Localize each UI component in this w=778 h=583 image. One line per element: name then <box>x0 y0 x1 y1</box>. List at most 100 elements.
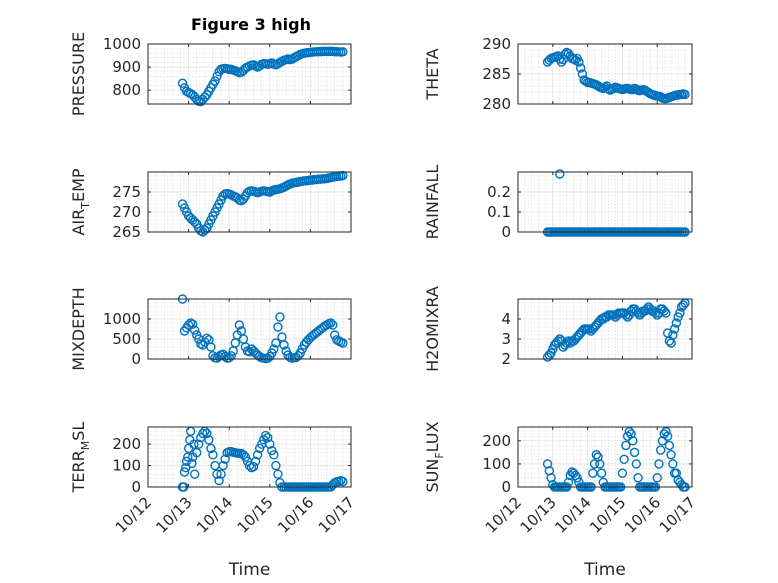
data-point <box>629 447 640 458</box>
y-axis-label: THETA <box>423 48 442 100</box>
data-point <box>244 347 255 357</box>
subplot-air-temp: 265 270 275 AIRTEMP <box>69 168 352 241</box>
data-point <box>265 439 275 449</box>
data-point <box>617 468 628 478</box>
data-point <box>194 439 204 449</box>
axes-frame <box>147 298 352 360</box>
subplot-rainfall: 0 0.1 0.2 RAINFALL <box>423 165 693 241</box>
y-tick-label: 900 <box>112 58 141 76</box>
data-point <box>179 467 190 477</box>
data-series <box>177 426 348 492</box>
subplot-pressure: 800 900 1000 PRESSURE <box>69 32 352 116</box>
x-tick-label: 10/16 <box>274 493 317 536</box>
data-point <box>183 320 194 330</box>
data-point <box>633 473 643 483</box>
data-point <box>189 439 199 449</box>
x-axis-label: Time <box>583 560 626 580</box>
data-point <box>668 330 678 340</box>
y-tick-label: 265 <box>112 223 141 241</box>
data-point <box>238 450 249 460</box>
data-point <box>248 461 259 472</box>
data-point <box>250 456 261 466</box>
data-point <box>556 57 567 67</box>
data-point <box>661 426 671 437</box>
x-axis-label: Time <box>228 560 271 580</box>
data-point <box>206 443 216 454</box>
data-point <box>181 463 191 473</box>
data-point <box>655 445 666 455</box>
data-point <box>196 339 206 349</box>
data-point <box>326 318 336 328</box>
data-point <box>177 78 188 88</box>
data-point <box>662 431 673 441</box>
data-series <box>177 46 348 107</box>
y-tick-label: 0.1 <box>487 203 511 221</box>
y-axis-label: RAINFALL <box>423 165 442 240</box>
data-point <box>669 324 680 334</box>
data-point <box>575 63 586 73</box>
y-axis-label: MIXDEPTH <box>69 287 88 370</box>
data-point <box>628 84 638 95</box>
x-tick-label: 10/12 <box>112 493 155 536</box>
data-point <box>212 71 222 82</box>
data-point <box>210 76 220 86</box>
data-point <box>214 475 224 486</box>
data-point <box>652 473 662 483</box>
data-series <box>542 298 690 362</box>
data-point <box>185 318 196 328</box>
data-point <box>263 433 273 443</box>
data-point <box>252 450 263 460</box>
y-tick-label: 280 <box>482 95 511 113</box>
y-tick-label: 200 <box>112 435 141 453</box>
x-tick-label: 10/17 <box>656 493 699 536</box>
data-point <box>680 89 690 100</box>
y-tick-label: 275 <box>112 183 141 201</box>
data-point <box>563 477 574 488</box>
subplot-mixdepth: 0 500 1000 MIXDEPTH <box>69 287 352 371</box>
data-point <box>555 169 565 179</box>
y-tick-label: 100 <box>112 457 141 475</box>
data-point <box>192 448 202 458</box>
data-point <box>187 458 197 469</box>
data-point <box>220 454 230 464</box>
data-point <box>675 308 685 318</box>
data-point <box>202 428 212 439</box>
data-point <box>279 340 289 350</box>
x-tick-label: 10/17 <box>315 493 358 536</box>
y-tick-label: 0.2 <box>487 183 511 201</box>
data-point <box>657 436 668 446</box>
data-point <box>666 449 676 460</box>
data-point <box>659 306 669 316</box>
data-point <box>664 440 675 451</box>
data-point <box>189 325 200 335</box>
data-point <box>220 351 230 362</box>
data-point <box>671 468 682 478</box>
axes-frame <box>517 298 693 360</box>
y-tick-label: 500 <box>112 330 141 348</box>
data-point <box>275 312 285 322</box>
data-point <box>269 450 279 460</box>
data-point <box>187 319 198 329</box>
y-tick-label: 270 <box>112 203 141 221</box>
data-point <box>577 69 588 79</box>
x-tick-label: 10/14 <box>551 493 594 536</box>
plot-area <box>517 298 693 360</box>
axes-frame <box>517 171 693 233</box>
data-point <box>621 440 631 451</box>
y-tick-label: 100 <box>482 455 511 473</box>
data-series <box>177 170 348 237</box>
x-tick-label: 10/16 <box>621 493 664 536</box>
x-tick-label: 10/15 <box>234 493 277 536</box>
data-point <box>572 473 582 483</box>
data-point <box>244 460 255 471</box>
y-axis-label: AIRTEMP <box>69 168 92 235</box>
data-point <box>546 473 556 483</box>
data-point <box>261 430 271 441</box>
x-tick-label: 10/13 <box>152 493 195 536</box>
data-point <box>668 459 678 469</box>
data-point <box>654 459 664 469</box>
data-point <box>189 469 200 479</box>
x-tick-label: 10/14 <box>193 493 236 536</box>
y-axis-label: SUNFLUX <box>423 421 446 492</box>
